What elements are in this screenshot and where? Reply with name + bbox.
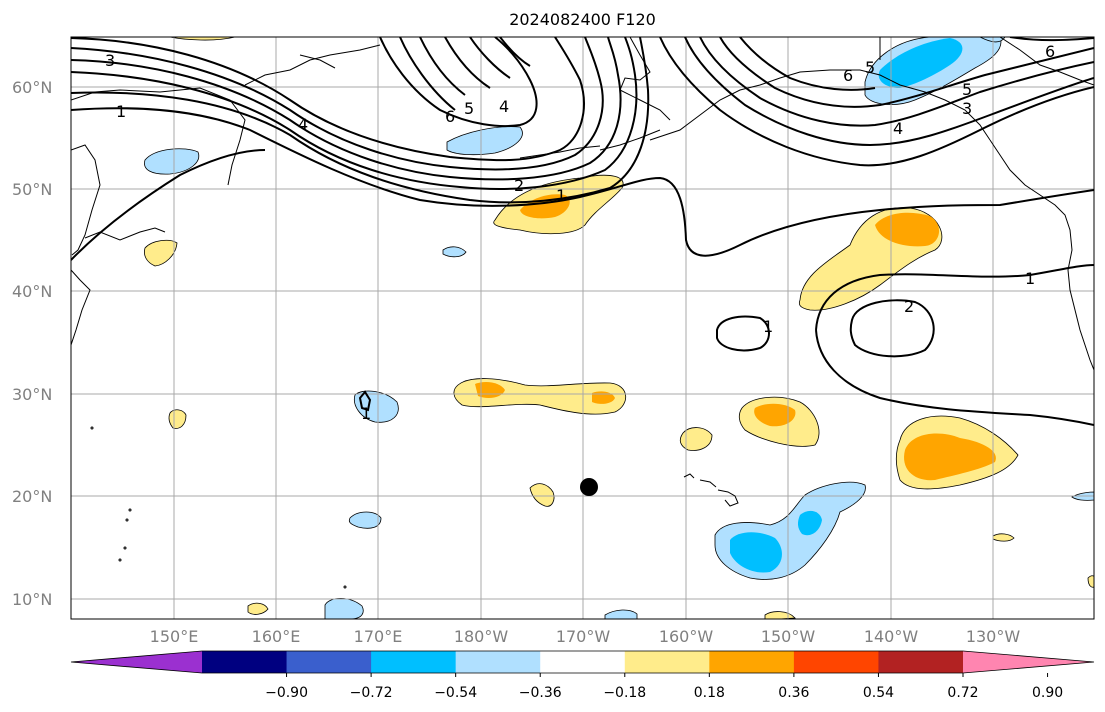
colorbar-bin [286,651,372,673]
colorbar-extend-high [963,651,1094,673]
longitude-labels: 150°E 160°E 170°E 180°W 170°W 160°W 150°… [150,627,1021,646]
lon-label: 180°W [454,627,509,646]
map-frame [70,36,1095,620]
contour-label: 2 [904,297,914,316]
colorbar-tick-label: 0.18 [694,685,725,701]
lon-label: 170°E [354,627,403,646]
contour-label: 6 [1045,42,1055,61]
colorbar-bin [455,651,541,673]
colorbar-extend-low [71,651,202,673]
lat-label: 50°N [12,180,52,199]
contour-label: 5 [865,58,875,77]
colorbar-bin [793,651,879,673]
colorbar-tick-label: 0.54 [863,685,894,701]
colorbar-bin [540,651,626,673]
contour-label: 5 [962,80,972,99]
contour-label: 6 [843,66,853,85]
contour-label: 1 [116,102,126,121]
lat-label: 20°N [12,487,52,506]
contour-lines [71,37,1094,426]
contour-label: 2 [514,176,524,195]
contour-label: 6 [445,107,455,126]
lat-label: 40°N [12,282,52,301]
lat-label: 10°N [12,590,52,609]
colorbar-bin [202,651,288,673]
lon-label: 150°W [761,627,816,646]
map-title: 2024082400 F120 [509,10,656,29]
colorbar-outline [70,650,1095,674]
lon-label: 160°W [659,627,714,646]
lon-label: 160°E [252,627,301,646]
colorbar-tick-label: −0.54 [434,685,477,701]
lon-label: 150°E [150,627,199,646]
colorbar-tick-label: 0.90 [1032,685,1063,701]
colorbar-tick-label: 0.36 [778,685,809,701]
contour-label: 1 [361,404,371,423]
lon-label: 130°W [966,627,1021,646]
lat-label: 60°N [12,78,52,97]
colorbar-tick-label: −0.36 [519,685,562,701]
graticule [71,37,1094,619]
negative-anomaly-shading [144,37,1094,619]
contour-label: 4 [499,97,509,116]
contour-label: 1 [763,317,773,336]
contour-labels: 3 1 6 5 4 2 1 6 5 4 6 5 3 4 1 1 2 1 [105,42,1055,423]
colorbar-bin [624,651,710,673]
contour-label: 3 [105,51,115,70]
colorbar-bin [709,651,795,673]
contour-label: 3 [962,99,972,118]
latitude-labels: 60°N 50°N 40°N 30°N 20°N 10°N [12,78,52,609]
colorbar-tick-label: 0.72 [947,685,978,701]
contour-label: 5 [464,99,474,118]
colorbar-bin [371,651,457,673]
lon-label: 140°W [864,627,919,646]
colorbar-tick-label: −0.72 [350,685,393,701]
contour-label: 4 [893,119,903,138]
colorbar-bin [878,651,964,673]
lat-label: 30°N [12,385,52,404]
storm-position-marker [580,478,598,496]
colorbar: −0.90 −0.72 −0.54 −0.36 −0.18 0.18 0.36 0.54 0.7… [70,650,1095,701]
contour-label: 4 [298,115,308,134]
colorbar-tick-label: −0.18 [603,685,646,701]
contour-label: 1 [1025,269,1035,288]
contour-label: 1 [556,186,566,205]
colorbar-tick-label: −0.90 [265,685,308,701]
lon-label: 170°W [556,627,611,646]
